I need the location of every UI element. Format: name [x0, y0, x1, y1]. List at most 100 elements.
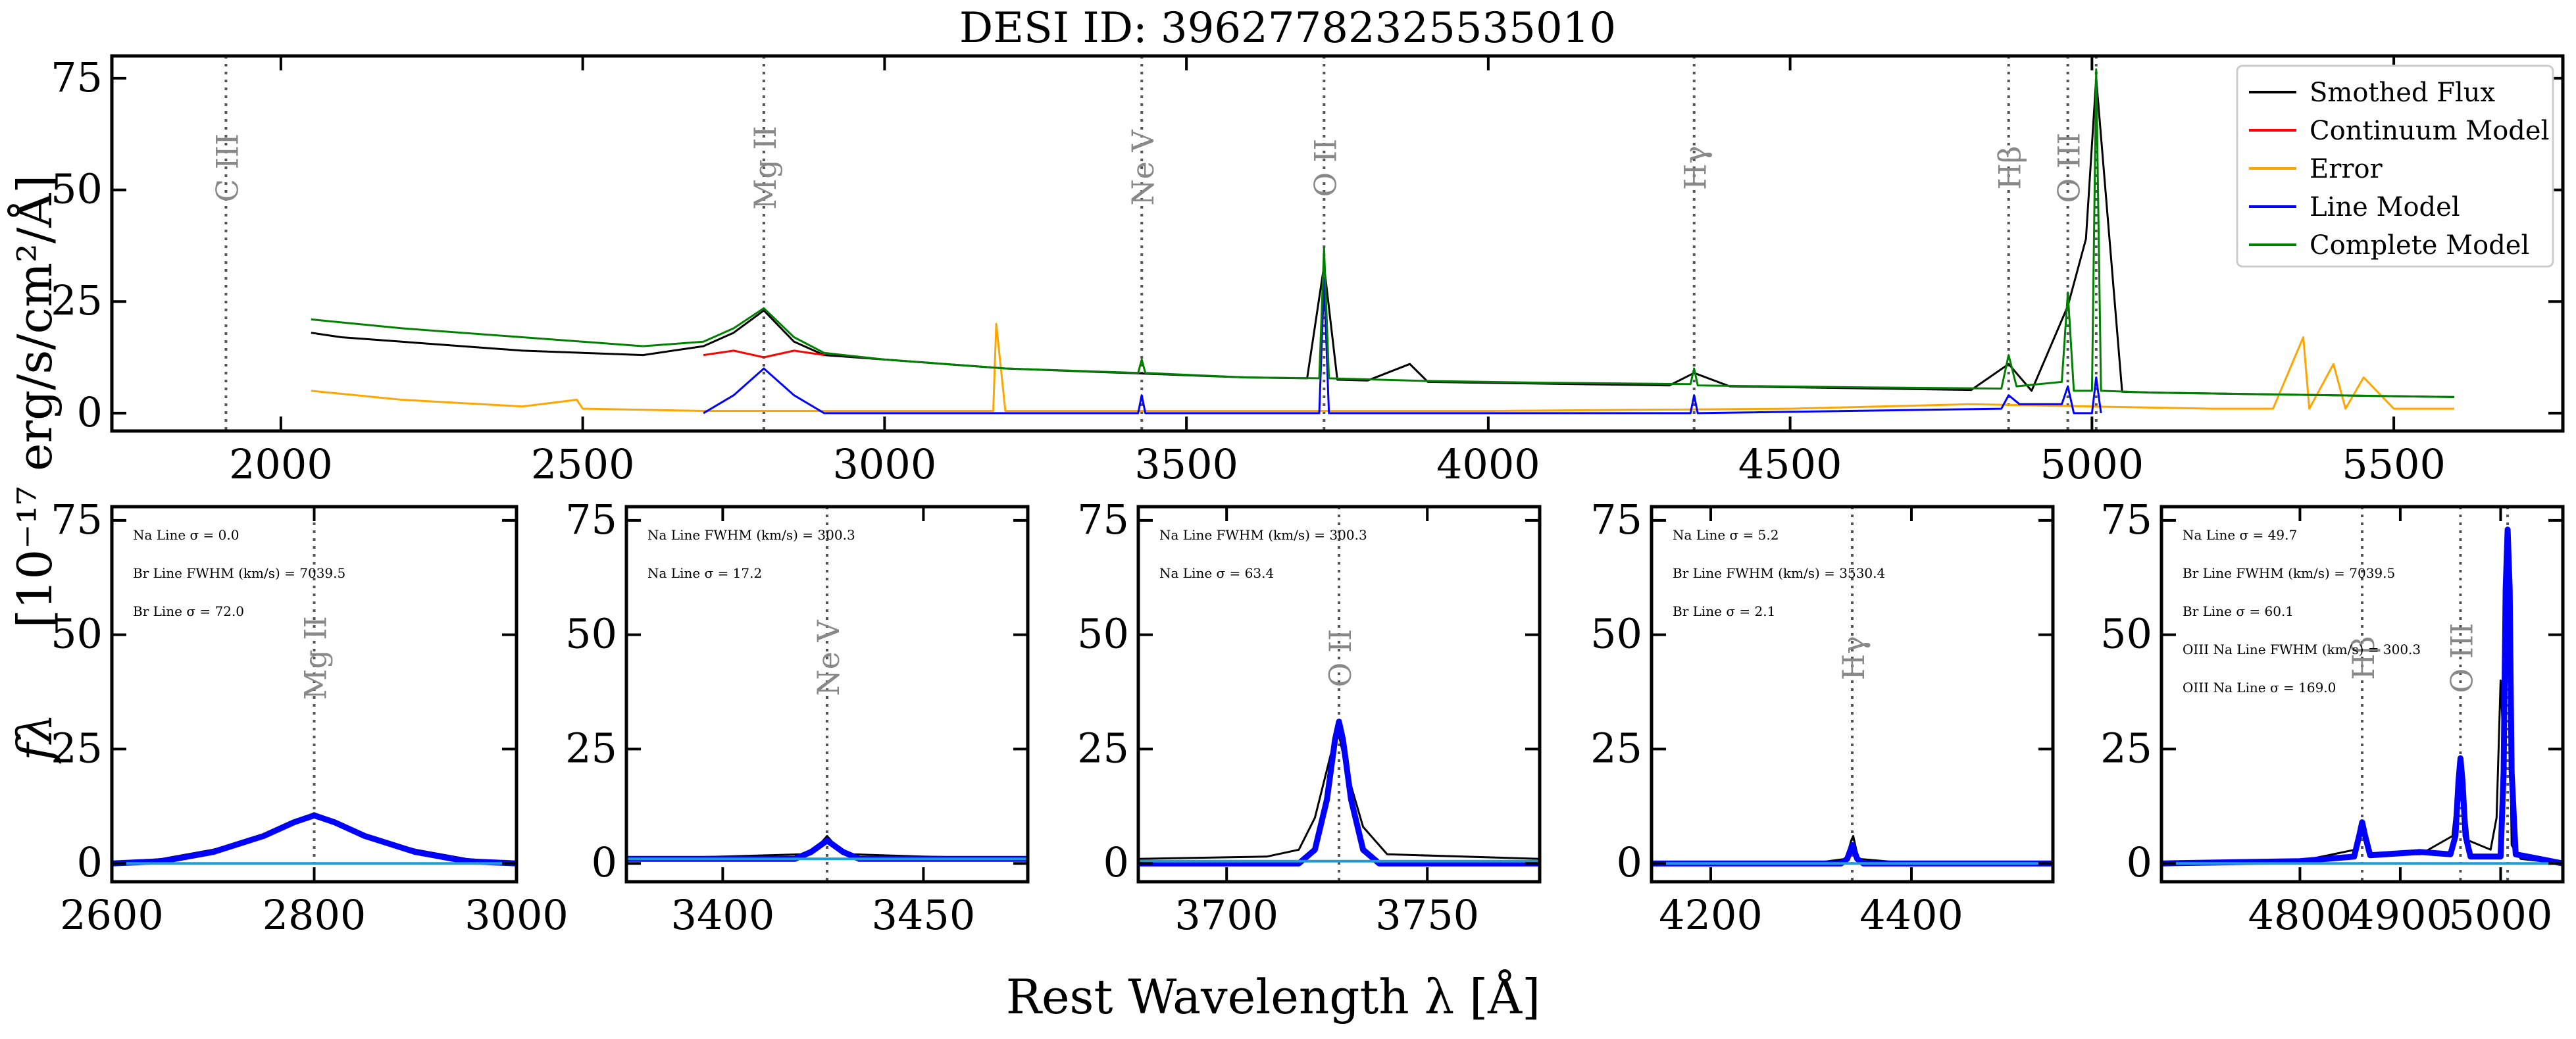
- x-tick-label: 3500: [1134, 440, 1238, 488]
- fit-annotation: Br Line FWHM (km/s) = 7039.5: [133, 565, 345, 581]
- y-axis-label-units: [10⁻¹⁷ erg/s/cm²/Å]: [7, 175, 63, 628]
- y-tick-label: 25: [51, 724, 103, 772]
- panel-frame: [110, 54, 2565, 433]
- panel-1: Mg II 2600 2800 3000 0 25 50 75 Na Line σ = 0.0 B…: [51, 495, 568, 939]
- series-group: [1652, 835, 2053, 867]
- fit-annotation: Na Line σ = 5.2: [1673, 527, 1779, 543]
- fit-annotation: Br Line σ = 60.1: [2183, 603, 2294, 619]
- y-tick-label: 75: [565, 495, 617, 544]
- series-line-continuum-model: [703, 349, 824, 359]
- fit-annotation: Br Line σ = 72.0: [133, 603, 244, 619]
- emission-line-label: Ne V: [811, 620, 846, 696]
- y-tick-label: 25: [1590, 724, 1642, 772]
- x-tick-label: 5500: [2342, 440, 2446, 488]
- y-tick-label: 50: [51, 165, 103, 213]
- y-axis-label: [10⁻¹⁷ erg/s/cm²/Å] fλ: [7, 175, 63, 765]
- y-tick-label: 25: [565, 724, 617, 772]
- series-line-line-model: [2161, 526, 2563, 867]
- series-group: [112, 812, 517, 867]
- emission-line-label: O II: [1307, 139, 1343, 197]
- panel-frame: [2159, 505, 2565, 884]
- fit-annotation: Br Line σ = 2.1: [1673, 603, 1775, 619]
- panel-frame: [1650, 505, 2055, 884]
- emission-line-label: Ne V: [1125, 130, 1161, 206]
- emission-line-label: Mg II: [747, 126, 783, 210]
- x-tick-label: 5000: [2449, 891, 2553, 939]
- y-tick-label: 50: [1077, 610, 1129, 658]
- panel-frame: [1136, 505, 1542, 884]
- y-tick-label: 75: [51, 53, 103, 101]
- x-tick-label: 3750: [1375, 891, 1479, 939]
- y-tick-label: 0: [2127, 838, 2152, 886]
- fit-annotation: OIII Na Line FWHM (km/s) = 300.3: [2183, 642, 2421, 657]
- y-tick-label: 0: [77, 838, 103, 886]
- y-tick-label: 50: [565, 610, 617, 658]
- fit-annotation: Br Line FWHM (km/s) = 3530.4: [1673, 565, 1885, 581]
- emission-line-label: Hβ: [2346, 636, 2381, 680]
- x-tick-label: 3000: [465, 891, 568, 939]
- y-tick-label: 75: [51, 495, 103, 544]
- emission-line-label: Hγ: [1836, 636, 1871, 680]
- fit-annotation: Na Line σ = 49.7: [2183, 527, 2297, 543]
- series-group: [311, 68, 2454, 415]
- panel-3: O II 3700 3750 0 25 50 75 Na Line FWHM (km/s) =…: [1077, 495, 1542, 939]
- x-tick-label: 4200: [1659, 891, 1763, 939]
- legend-entry: Line Model: [2310, 192, 2460, 222]
- emission-line-label: C III: [209, 134, 245, 202]
- y-tick-label: 0: [77, 388, 103, 436]
- x-tick-label: 4400: [1859, 891, 1963, 939]
- series-line-line-model: [112, 812, 517, 867]
- y-tick-label: 75: [1590, 495, 1642, 544]
- y-tick-label: 50: [2100, 610, 2152, 658]
- y-tick-label: 25: [2100, 724, 2152, 772]
- fit-annotation: Na Line σ = 0.0: [133, 527, 239, 543]
- series-line-smothed-flux: [311, 77, 2454, 398]
- y-tick-label: 0: [592, 838, 617, 886]
- figure-title: DESI ID: 39627782325535010: [959, 4, 1616, 53]
- x-tick-label: 2600: [60, 891, 164, 939]
- emission-line-label: O III: [2444, 623, 2479, 694]
- series-group: [2161, 526, 2563, 867]
- fit-annotation: Na Line FWHM (km/s) = 300.3: [1159, 527, 1367, 543]
- panel-4: Hγ 4200 4400 0 25 50 75 Na Line σ = 5.2 Br Line …: [1590, 495, 2055, 939]
- x-tick-label: 4500: [1738, 440, 1842, 488]
- y-tick-label: 0: [1617, 838, 1642, 886]
- series-line-flux: [626, 835, 1028, 860]
- x-tick-label: 2800: [263, 891, 366, 939]
- emission-line-label: O II: [1323, 629, 1358, 688]
- fit-annotation: Na Line σ = 63.4: [1159, 565, 1274, 581]
- y-tick-label: 50: [51, 610, 103, 658]
- x-tick-label: 3000: [832, 440, 936, 488]
- y-axis-label-symbol: fλ: [7, 713, 63, 764]
- y-tick-label: 25: [51, 276, 103, 324]
- x-tick-label: 2500: [531, 440, 635, 488]
- series-group: [626, 835, 1028, 862]
- legend-box: [2236, 64, 2554, 268]
- x-tick-label: 5000: [2040, 440, 2144, 488]
- legend-entry: Continuum Model: [2310, 116, 2549, 146]
- x-tick-label: 3450: [872, 891, 976, 939]
- emission-line-label: Hγ: [1678, 145, 1713, 190]
- x-tick-label: 4900: [2348, 891, 2452, 939]
- y-tick-label: 75: [2100, 495, 2152, 544]
- series-line-complete-model: [311, 68, 2454, 398]
- legend-entry: Complete Model: [2310, 230, 2529, 261]
- fit-annotation: Br Line FWHM (km/s) = 7039.5: [2183, 565, 2395, 581]
- panel-frame: [624, 505, 1030, 884]
- emission-line-label: O III: [2052, 133, 2087, 203]
- emission-line-label: Hβ: [1992, 146, 2028, 190]
- x-tick-label: 3700: [1174, 891, 1278, 939]
- y-tick-label: 0: [1103, 838, 1129, 886]
- y-tick-label: 50: [1590, 610, 1642, 658]
- x-axis-label: Rest Wavelength λ [Å]: [1006, 969, 1541, 1025]
- y-tick-label: 75: [1077, 495, 1129, 544]
- y-tick-label: 25: [1077, 724, 1129, 772]
- series-line-line-model: [703, 278, 2102, 415]
- fit-annotation: Na Line σ = 17.2: [647, 565, 762, 581]
- x-tick-label: 2000: [229, 440, 333, 488]
- legend-entry: Error: [2310, 154, 2383, 184]
- legend-entry: Smothed Flux: [2310, 78, 2496, 108]
